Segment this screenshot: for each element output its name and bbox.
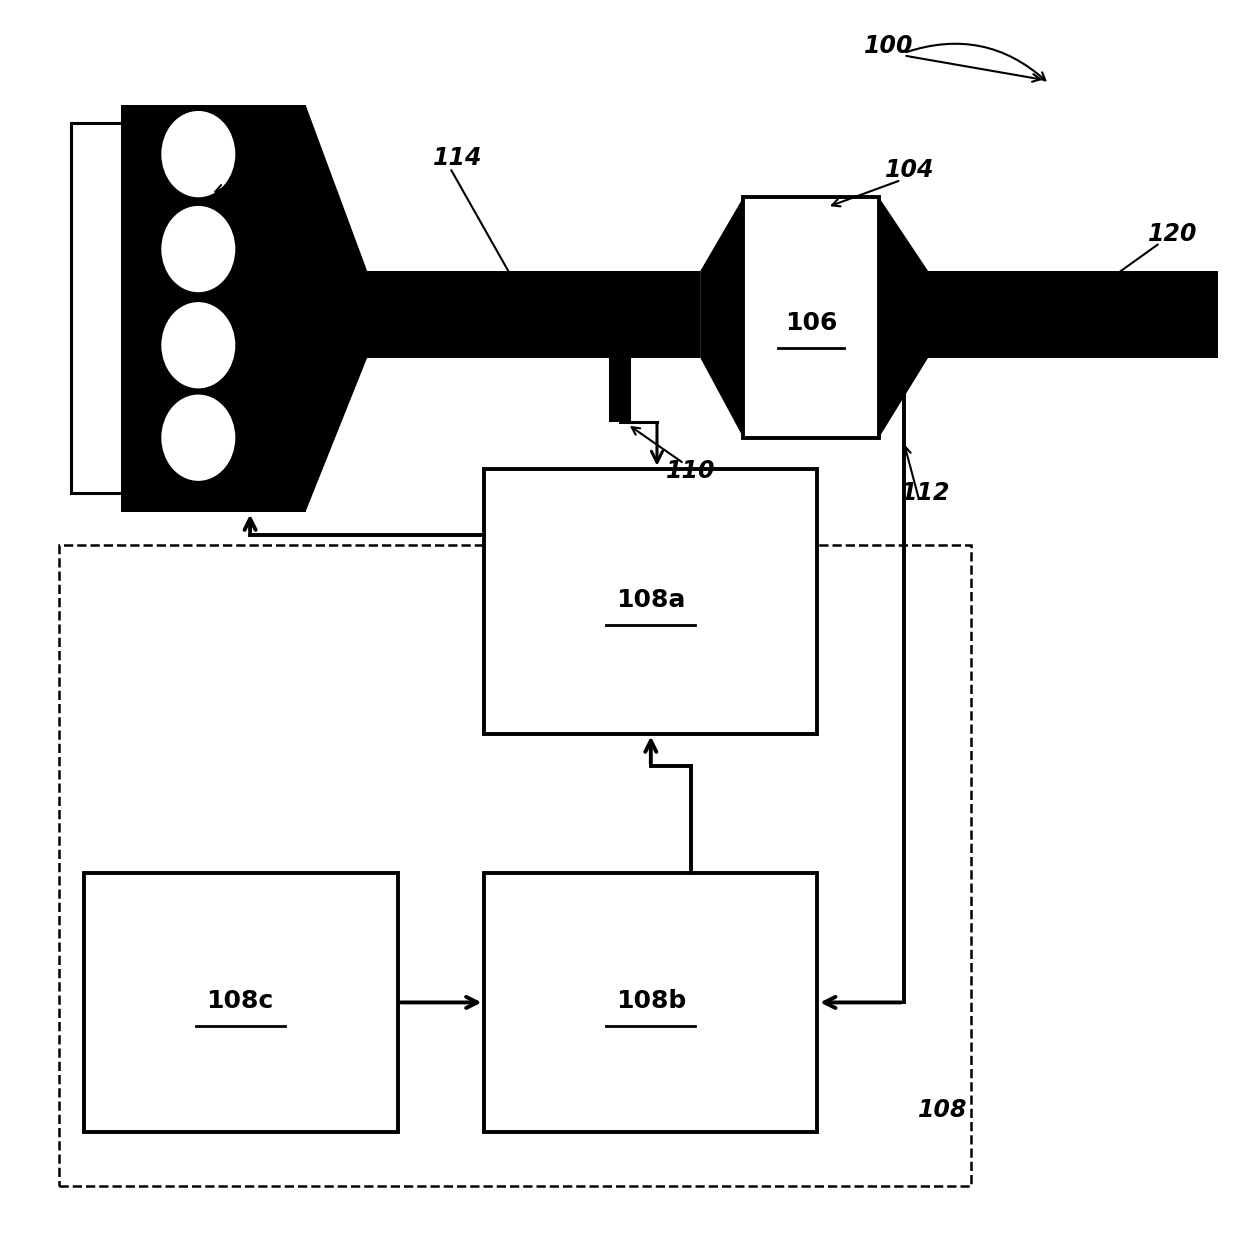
Ellipse shape	[161, 206, 236, 292]
Text: 120: 120	[1148, 222, 1197, 247]
Bar	[367, 271, 701, 358]
Text: 100: 100	[864, 33, 914, 58]
Text: 114: 114	[433, 145, 482, 170]
Text: 106: 106	[785, 311, 837, 335]
Polygon shape	[305, 105, 367, 512]
Polygon shape	[701, 197, 743, 438]
Bar	[60, 545, 971, 1186]
Bar	[485, 873, 817, 1132]
Text: 108b: 108b	[616, 989, 686, 1014]
Ellipse shape	[161, 395, 236, 481]
Bar	[83, 873, 398, 1132]
Polygon shape	[879, 197, 929, 438]
Ellipse shape	[161, 302, 236, 388]
Text: 102: 102	[265, 142, 314, 166]
Text: 108a: 108a	[616, 588, 686, 613]
Bar	[609, 358, 631, 422]
Text: 108: 108	[919, 1097, 967, 1122]
Ellipse shape	[161, 111, 236, 197]
Text: 104: 104	[885, 158, 935, 182]
Bar	[929, 271, 1218, 358]
Text: 112: 112	[901, 481, 951, 506]
Bar	[485, 469, 817, 734]
Text: 110: 110	[666, 459, 715, 483]
Bar	[743, 197, 879, 438]
Text: 108c: 108c	[207, 989, 274, 1014]
Bar	[120, 105, 305, 512]
Bar	[72, 123, 123, 493]
